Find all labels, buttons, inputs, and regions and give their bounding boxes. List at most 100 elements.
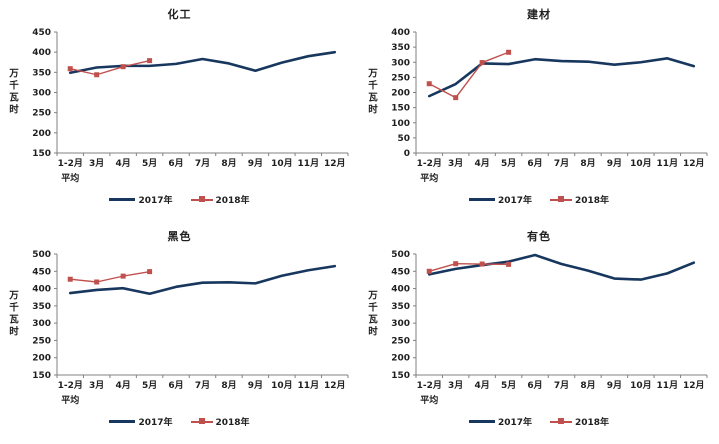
legend-label-2018: 2018年 <box>575 418 610 428</box>
y-axis-title-char: 瓦 <box>9 315 19 326</box>
y-tick-label: 300 <box>391 58 410 68</box>
y-tick-label: 250 <box>391 73 410 83</box>
x-tick-label: 4月 <box>116 380 131 391</box>
y-axis-title-char: 时 <box>9 326 19 338</box>
series-line-2018年 <box>428 51 510 99</box>
legend-item-2018: 2018年 <box>190 193 250 206</box>
chart-legend: 2017年 2018年 <box>359 193 719 206</box>
x-tick-label: 8月 <box>580 158 595 169</box>
x-tick-label-line2: 平均 <box>61 172 79 184</box>
series-line-2018年 <box>428 262 510 272</box>
y-tick-label: 0 <box>404 149 410 159</box>
legend-line-2017-swatch <box>109 198 136 201</box>
legend-label-2017: 2017年 <box>138 196 173 206</box>
legend-label-2018: 2018年 <box>575 196 610 206</box>
legend-line-2018-swatch <box>190 196 213 202</box>
series-marker-2018年 <box>147 58 153 64</box>
x-tick-label: 8月 <box>580 380 595 391</box>
y-tick-label: 350 <box>32 302 51 312</box>
x-tick-label: 9月 <box>607 380 622 391</box>
x-tick-label: 7月 <box>554 158 569 169</box>
y-tick-label: 500 <box>32 250 51 260</box>
y-tick-label: 350 <box>391 43 410 53</box>
series-marker-2018年 <box>479 261 485 267</box>
x-tick-label: 10月 <box>271 158 293 169</box>
y-tick-label: 150 <box>391 104 410 114</box>
x-tick-label: 10月 <box>271 380 293 391</box>
x-tick-label: 11月 <box>298 380 320 391</box>
x-tick-label: 4月 <box>475 380 490 391</box>
y-tick-label: 500 <box>391 250 410 260</box>
legend-line-2017-swatch <box>468 198 495 201</box>
legend-item-2017: 2017年 <box>109 193 173 206</box>
series-marker-2018年 <box>120 64 126 70</box>
legend-item-2017: 2017年 <box>468 193 532 206</box>
legend-label-2017: 2017年 <box>497 418 532 428</box>
series-marker-2018年 <box>147 269 153 275</box>
legend-label-2018: 2018年 <box>215 418 250 428</box>
y-tick-label: 50 <box>397 134 410 144</box>
y-tick-label: 250 <box>32 336 51 346</box>
y-axis-title-char: 时 <box>9 104 19 116</box>
y-axis-title-char: 万 <box>8 291 19 302</box>
y-tick-label: 150 <box>32 371 51 381</box>
x-tick-label: 7月 <box>195 380 210 391</box>
y-tick-label: 250 <box>32 109 51 119</box>
series-marker-2018年 <box>453 95 459 101</box>
y-tick-label: 300 <box>32 89 51 99</box>
y-tick-label: 450 <box>32 28 51 38</box>
y-tick-label: 350 <box>32 68 51 78</box>
y-tick-label: 150 <box>32 149 51 159</box>
y-axis-title-char: 瓦 <box>368 315 378 326</box>
y-axis-title-char: 千 <box>9 80 19 92</box>
x-tick-label: 7月 <box>195 158 210 169</box>
series-line-2018年 <box>69 59 151 76</box>
y-tick-label: 200 <box>32 129 51 139</box>
chart-building-materials: 建材 0 50 100 150 200 250 300 350 400 1-2月 平均 3月 4月 5月 6… <box>359 0 719 222</box>
series-marker-2018年 <box>479 60 485 66</box>
y-axis-title-char: 瓦 <box>368 93 378 104</box>
x-tick-label: 12月 <box>683 380 705 391</box>
x-tick-label: 9月 <box>607 158 622 169</box>
x-tick-label: 3月 <box>448 380 463 391</box>
chart-legend: 2017年 2018年 <box>0 415 359 428</box>
y-axis-title-char: 瓦 <box>9 93 19 104</box>
y-axis-title-char: 万 <box>367 69 378 80</box>
y-tick-label: 150 <box>391 371 410 381</box>
y-axis-title-char: 时 <box>368 326 378 338</box>
x-tick-label: 11月 <box>657 380 679 391</box>
x-tick-label: 5月 <box>142 158 157 169</box>
y-tick-label: 300 <box>391 319 410 329</box>
chart-ferrous: 黑色 150 200 250 300 350 400 450 500 1-2月 平均 3月 4月 5月 6… <box>0 222 359 444</box>
series-marker-2018年 <box>506 261 512 267</box>
x-tick-label-line2: 平均 <box>420 172 438 184</box>
x-tick-label: 11月 <box>298 158 320 169</box>
x-tick-label-line2: 平均 <box>420 394 438 406</box>
y-tick-label: 400 <box>391 28 410 38</box>
x-tick-label: 1-2月 <box>58 380 83 391</box>
legend-line-2017-swatch <box>109 420 136 423</box>
legend-item-2018: 2018年 <box>550 193 609 206</box>
x-tick-label: 6月 <box>527 158 542 169</box>
x-tick-label: 6月 <box>168 380 183 391</box>
x-tick-label: 11月 <box>657 158 679 169</box>
y-axis-title-char: 时 <box>368 104 378 116</box>
y-tick-label: 200 <box>32 354 51 364</box>
legend-line-2018-swatch <box>550 418 572 424</box>
legend-label-2017: 2017年 <box>497 196 532 206</box>
x-tick-label: 8月 <box>221 380 236 391</box>
y-tick-label: 200 <box>391 354 410 364</box>
series-marker-2018年 <box>453 261 459 267</box>
x-tick-label: 5月 <box>501 380 516 391</box>
series-line-2018年 <box>69 270 151 283</box>
x-tick-label: 5月 <box>501 158 516 169</box>
x-tick-label: 5月 <box>142 380 157 391</box>
chart-chemical: 化工 150 200 250 300 350 400 450 1-2月 平均 3月 4月 5月 6月 7月… <box>0 0 359 222</box>
y-axis-title-char: 千 <box>368 80 378 92</box>
y-tick-label: 350 <box>391 302 410 312</box>
x-tick-label: 1-2月 <box>58 158 83 169</box>
y-tick-label: 450 <box>32 267 51 277</box>
